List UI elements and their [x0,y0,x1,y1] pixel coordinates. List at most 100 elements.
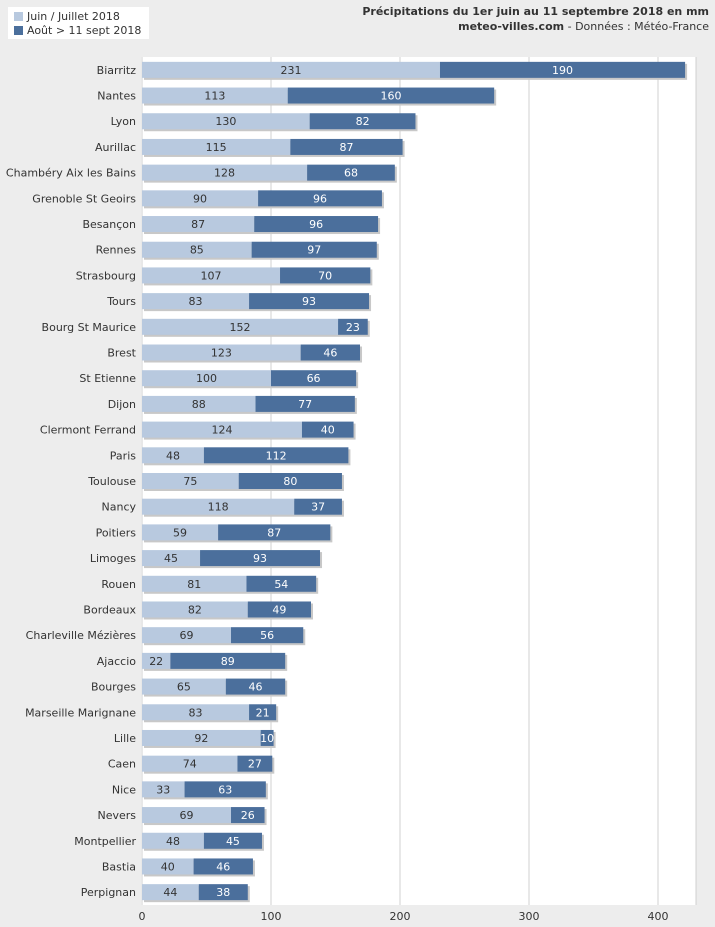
bar-label-series2: 77 [298,398,312,411]
bar-label-series2: 96 [313,192,327,205]
bar-label-series1: 45 [164,552,178,565]
bar-series2 [203,447,349,464]
bar-series2 [238,473,342,489]
bar-series2 [231,807,265,824]
category-label: Perpignan [81,886,136,899]
bar-label-series2: 37 [311,501,325,514]
bar-series2 [249,293,370,310]
bar-series1 [142,473,239,489]
bar-series1 [142,370,271,387]
x-tick-label: 0 [139,910,146,923]
bar-label-series1: 59 [173,526,187,539]
category-label: Lyon [111,115,136,128]
category-label: Charleville Mézières [26,629,137,642]
bar-label-series2: 190 [552,64,573,77]
bar-series1 [142,498,295,515]
bar-label-series1: 81 [187,578,201,591]
bar-label-series1: 113 [204,90,225,103]
bar-series1 [142,318,339,335]
bar-label-series1: 130 [215,115,236,128]
bar-label-series2: 23 [346,321,360,334]
bar-label-series2: 93 [253,552,267,565]
category-label: Rouen [101,578,136,591]
bar-series1 [142,652,171,669]
bar-series2 [203,832,262,849]
bar-series2 [287,87,495,104]
bar-label-series2: 82 [356,115,370,128]
bar-series2 [439,61,686,78]
chart-source-line: meteo-villes.com - Données : Météo-Franc… [362,19,709,34]
bar-series1 [142,61,440,78]
category-label: St Etienne [79,372,136,385]
bar-label-series2: 93 [302,295,316,308]
bar-series2 [294,498,342,515]
bar-series1 [142,138,291,155]
bar-series2 [280,267,371,284]
bar-label-series2: 112 [266,449,287,462]
bar-series2 [193,858,253,875]
bar-series2 [307,164,395,181]
bar-label-series2: 56 [260,629,274,642]
bar-label-series2: 87 [267,526,281,539]
legend-label-series1: Juin / Juillet 2018 [27,9,120,23]
bar-series2 [309,113,416,130]
bar-series1 [142,832,204,849]
bar-label-series2: 54 [274,578,288,591]
bar-series2 [184,781,266,798]
bar-series1 [142,627,232,644]
bar-label-series1: 69 [180,809,194,822]
bar-series2 [338,318,368,335]
legend: Juin / Juillet 2018 Août > 11 sept 2018 [8,7,149,39]
bar-label-series2: 63 [218,783,232,796]
bar-label-series1: 85 [190,244,204,257]
bar-series2 [237,755,273,772]
bar-series1 [142,575,247,592]
bar-series1 [142,164,308,181]
bar-label-series1: 88 [192,398,206,411]
bar-series1 [142,524,219,541]
bar-label-series1: 92 [194,732,208,745]
bar-series2 [271,370,357,387]
bar-series2 [258,190,382,207]
bar-label-series2: 27 [248,758,262,771]
bar-label-series2: 26 [241,809,255,822]
bar-series1 [142,807,232,824]
x-tick-label: 400 [648,910,669,923]
category-label: Rennes [96,244,137,257]
bar-label-series1: 82 [188,603,202,616]
bar-series1 [142,704,250,721]
bar-series1 [142,884,199,901]
category-label: Brest [107,347,136,360]
bar-series1 [142,293,250,310]
category-label: Aurillac [95,141,136,154]
bar-series2 [198,884,248,901]
site-name: meteo-villes.com [458,20,565,33]
category-label: Toulouse [87,475,136,488]
bar-label-series1: 74 [183,758,197,771]
legend-swatch-series2 [14,25,23,35]
x-tick-label: 100 [261,910,282,923]
bar-label-series1: 44 [163,886,177,899]
bar-series1 [142,241,252,258]
category-label: Besançon [82,218,136,231]
bar-label-series2: 46 [323,347,337,360]
legend-swatch-series1 [14,11,23,21]
bar-label-series2: 68 [344,167,358,180]
bar-series2 [249,704,277,721]
bar-series2 [218,524,331,541]
bar-label-series1: 22 [149,655,163,668]
bar-label-series2: 49 [272,603,286,616]
bar-label-series1: 123 [211,347,232,360]
bar-label-series1: 115 [206,141,227,154]
category-label: Chambéry Aix les Bains [6,167,136,180]
bar-series2 [231,627,304,644]
bar-label-series2: 21 [256,706,270,719]
bar-series2 [290,138,403,155]
bar-label-series1: 83 [189,706,203,719]
category-label: Biarritz [97,64,137,77]
category-label: Bastia [102,860,136,873]
bar-label-series1: 128 [214,167,235,180]
bar-label-series2: 38 [216,886,230,899]
bar-series1 [142,190,259,207]
bar-label-series1: 100 [196,372,217,385]
